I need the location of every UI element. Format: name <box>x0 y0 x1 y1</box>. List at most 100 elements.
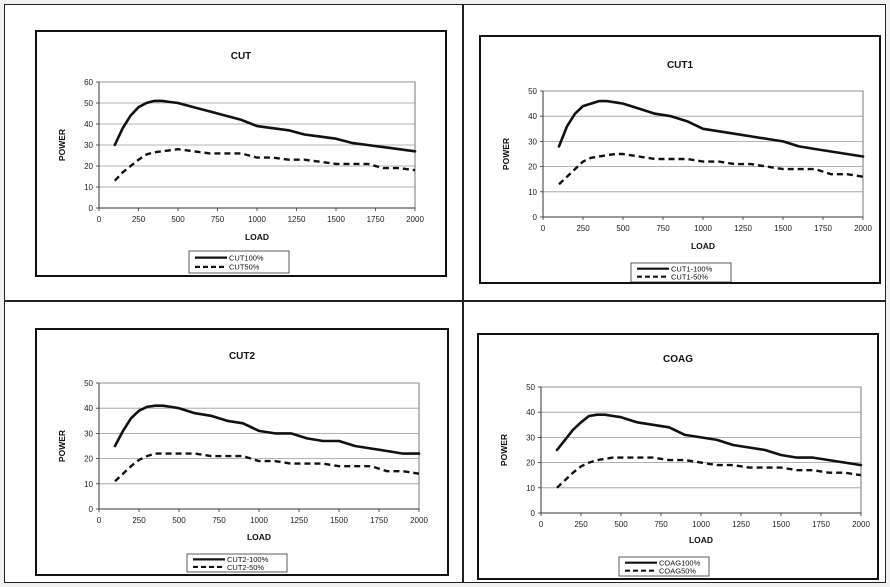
x-tick-label: 1750 <box>370 516 388 525</box>
x-tick-label: 750 <box>656 224 670 233</box>
x-tick-label: 0 <box>541 224 546 233</box>
x-tick-label: 1750 <box>814 224 832 233</box>
x-tick-label: 1000 <box>250 516 268 525</box>
panel-cut: CUT 0 10 20 30 40 50 60 0 250 500 750 1000 1250 1500 17… <box>4 4 463 301</box>
plot-area <box>540 386 862 514</box>
legend-label: CUT2-50% <box>227 563 264 572</box>
chart-card-cut1: CUT1 0 10 20 30 40 50 0 250 500 750 1000 1250 1500 175… <box>479 35 881 284</box>
x-tick-label: 1500 <box>330 516 348 525</box>
y-tick-label: 50 <box>528 87 537 96</box>
series-line-dashed <box>556 456 862 489</box>
panel-cut1: CUT1 0 10 20 30 40 50 0 250 500 750 1000 1250 1500 175… <box>463 4 886 301</box>
x-tick-label: 750 <box>654 520 668 529</box>
y-tick-label: 30 <box>84 141 93 150</box>
y-tick-label: 40 <box>528 112 537 121</box>
legend-label: CUT50% <box>229 263 260 272</box>
chart-title: CUT1 <box>667 60 694 71</box>
x-tick-label: 1250 <box>734 224 752 233</box>
chart-title: CUT <box>231 51 252 62</box>
x-tick-label: 2000 <box>410 516 428 525</box>
x-tick-label: 0 <box>539 520 544 529</box>
chart-title: COAG <box>663 354 693 365</box>
x-tick-label: 1000 <box>248 215 266 224</box>
x-tick-label: 1250 <box>732 520 750 529</box>
x-tick-label: 1000 <box>694 224 712 233</box>
x-tick-label: 250 <box>574 520 588 529</box>
plot-area <box>542 90 864 218</box>
y-tick-label: 10 <box>84 480 93 489</box>
x-tick-label: 1500 <box>327 215 345 224</box>
chart-title: CUT2 <box>229 351 256 362</box>
x-tick-label: 500 <box>172 516 186 525</box>
series-line-solid <box>113 404 421 455</box>
chart-card-coag: COAG 0 10 20 30 40 50 0 250 500 750 1000 1250 1500 175… <box>477 333 879 580</box>
legend-label: CUT1-100% <box>671 265 713 274</box>
series-line-dashed <box>114 452 420 483</box>
chart-card-cut: CUT 0 10 20 30 40 50 60 0 250 500 750 1000 1250 1500 17… <box>35 30 447 277</box>
legend-label: CUT100% <box>229 253 264 262</box>
y-tick-label: 30 <box>84 429 93 438</box>
plot-area <box>98 382 420 510</box>
x-axis-label: LOAD <box>689 535 713 545</box>
x-axis-label: LOAD <box>245 232 269 242</box>
y-tick-label: 20 <box>84 162 93 171</box>
x-tick-label: 2000 <box>406 215 424 224</box>
y-tick-label: 0 <box>89 505 94 514</box>
legend-label: COAG100% <box>659 559 701 568</box>
y-tick-label: 30 <box>526 433 535 442</box>
x-tick-label: 1750 <box>367 215 385 224</box>
x-tick-label: 500 <box>616 224 630 233</box>
legend-label: COAG50% <box>659 566 696 575</box>
y-axis-label: POWER <box>57 430 67 462</box>
legend-label: CUT2-100% <box>227 555 269 564</box>
x-tick-label: 750 <box>212 516 226 525</box>
y-tick-label: 20 <box>526 459 535 468</box>
y-tick-label: 0 <box>533 213 538 222</box>
x-axis-label: LOAD <box>691 241 715 251</box>
chart-card-cut2: CUT2 0 10 20 30 40 50 0 250 500 750 1000 1250 1500 175… <box>35 328 449 576</box>
y-axis-label: POWER <box>499 434 509 466</box>
y-tick-label: 30 <box>528 137 537 146</box>
x-tick-label: 1500 <box>774 224 792 233</box>
x-tick-label: 250 <box>132 516 146 525</box>
x-tick-label: 1250 <box>290 516 308 525</box>
y-axis-label: POWER <box>501 138 511 170</box>
y-tick-label: 0 <box>531 509 536 518</box>
panel-cut2: CUT2 0 10 20 30 40 50 0 250 500 750 1000 1250 1500 175… <box>4 301 463 583</box>
series-line-solid <box>113 99 417 153</box>
series-line-solid <box>557 99 865 158</box>
y-tick-label: 50 <box>84 99 93 108</box>
y-tick-label: 60 <box>84 78 93 87</box>
x-tick-label: 1500 <box>772 520 790 529</box>
x-tick-label: 0 <box>97 215 102 224</box>
x-tick-label: 500 <box>171 215 185 224</box>
y-tick-label: 50 <box>84 379 93 388</box>
x-tick-label: 750 <box>211 215 225 224</box>
y-tick-label: 10 <box>528 188 537 197</box>
x-tick-label: 2000 <box>852 520 870 529</box>
y-tick-label: 20 <box>528 163 537 172</box>
series-line-solid <box>555 413 863 467</box>
y-tick-label: 0 <box>89 204 94 213</box>
y-tick-label: 10 <box>84 183 93 192</box>
chart-cut: CUT 0 10 20 30 40 50 60 0 250 500 750 1000 1250 1500 17… <box>57 51 424 274</box>
x-tick-label: 1250 <box>288 215 306 224</box>
y-tick-label: 40 <box>526 408 535 417</box>
y-tick-label: 20 <box>84 455 93 464</box>
y-tick-label: 40 <box>84 120 93 129</box>
x-tick-label: 1000 <box>692 520 710 529</box>
series-line-dashed <box>113 148 416 182</box>
series-line-dashed <box>558 152 864 186</box>
x-tick-label: 250 <box>576 224 590 233</box>
y-tick-label: 10 <box>526 484 535 493</box>
y-tick-label: 40 <box>84 404 93 413</box>
legend-label: CUT1-50% <box>671 272 708 281</box>
x-axis-label: LOAD <box>247 532 271 542</box>
x-tick-label: 250 <box>132 215 146 224</box>
x-tick-label: 0 <box>97 516 102 525</box>
panel-coag: COAG 0 10 20 30 40 50 0 250 500 750 1000 1250 1500 175… <box>463 301 886 583</box>
